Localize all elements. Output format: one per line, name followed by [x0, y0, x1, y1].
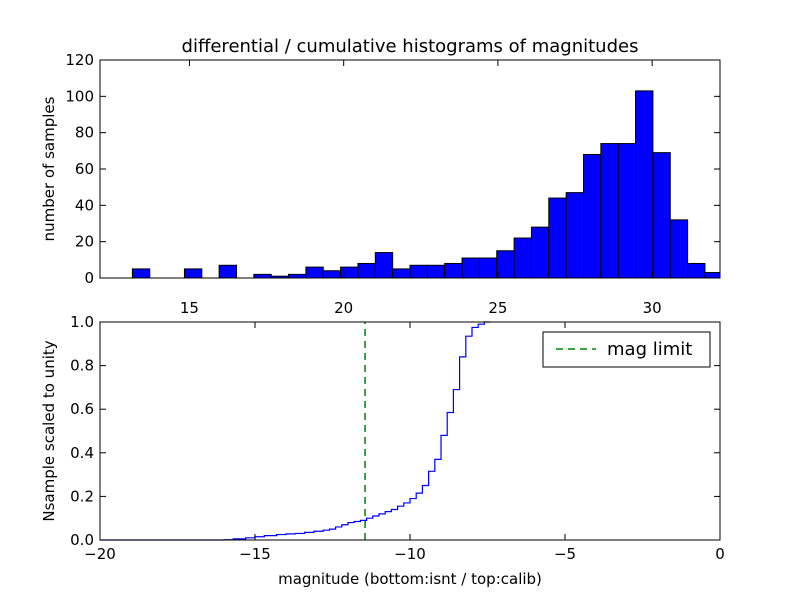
bottom-x-tick-label: −10: [394, 545, 426, 563]
histogram-bar: [131, 268, 151, 279]
bottom-cumulative-panel: 0.0 0.2 0.4 0.6 0.8 1.0 −20 −15 −10 −5 0 Nsample s…: [40, 313, 725, 588]
histogram-bar: [478, 257, 498, 279]
top-x-tick-label: 15: [180, 299, 199, 317]
top-chart-title: differential / cumulative histograms of …: [182, 36, 639, 57]
histogram-bar: [583, 153, 602, 279]
bottom-x-tick-label: −20: [84, 545, 116, 563]
histogram-bar: [288, 273, 307, 279]
top-bars: [131, 90, 721, 279]
histogram-bar: [183, 268, 203, 279]
bottom-y-tick-label: 1.0: [70, 313, 94, 331]
top-y-axis-label: number of samples: [40, 96, 58, 241]
bottom-lines: [100, 321, 491, 541]
histogram-bar: [496, 250, 515, 279]
bottom-y-tick-label: 0.0: [70, 531, 94, 549]
histogram-bar: [704, 272, 721, 279]
top-histogram-panel: differential / cumulative histograms of …: [40, 36, 721, 317]
histogram-bar: [253, 273, 272, 279]
histogram-bar: [305, 266, 324, 279]
histogram-bar: [548, 197, 567, 279]
histogram-bar: [652, 152, 671, 279]
histogram-bar: [600, 143, 619, 279]
bottom-x-tick-label: −5: [554, 545, 576, 563]
top-y-tick-label: 80: [75, 124, 94, 142]
bottom-x-tick-label: 0: [715, 545, 725, 563]
top-y-tick-label: 100: [65, 87, 94, 105]
legend-label-mag-limit: mag limit: [607, 339, 692, 360]
top-x-tick-label: 25: [488, 299, 507, 317]
histogram-bar: [635, 90, 654, 279]
histogram-bar: [687, 262, 706, 279]
bottom-ticks: 0.0 0.2 0.4 0.6 0.8 1.0 −20 −15 −10 −5 0: [70, 313, 725, 563]
histogram-bar: [617, 143, 637, 279]
histogram-bar: [374, 252, 394, 279]
histogram-bar: [669, 219, 689, 279]
top-y-tick-label: 0: [84, 269, 94, 287]
histogram-bar: [322, 270, 342, 279]
histogram-bar: [513, 237, 532, 279]
top-x-tick-label: 20: [334, 299, 353, 317]
top-x-tick-label: 30: [643, 299, 662, 317]
histogram-bar: [565, 192, 585, 279]
cumulative-step-line: [100, 321, 491, 541]
top-y-tick-label: 120: [65, 51, 94, 69]
histogram-bar: [444, 262, 463, 279]
top-y-tick-label: 20: [75, 233, 94, 251]
histogram-bar: [218, 264, 237, 279]
bottom-x-tick-label: −15: [239, 545, 271, 563]
histogram-bar: [392, 268, 411, 279]
bottom-y-tick-label: 0.8: [70, 357, 94, 375]
histogram-bar: [461, 257, 480, 279]
bottom-x-axis-label: magnitude (bottom:isnt / top:calib): [278, 570, 542, 588]
histogram-bar: [357, 262, 376, 279]
top-y-tick-label: 40: [75, 196, 94, 214]
legend: mag limit: [542, 331, 711, 368]
histogram-bar: [409, 264, 428, 279]
top-ticks: 0 20 40 60 80 100 120 15 20 25 30: [65, 51, 720, 317]
histogram-bar: [530, 226, 550, 279]
bottom-y-tick-label: 0.2: [70, 487, 94, 505]
bottom-y-axis-label: Nsample scaled to unity: [40, 340, 58, 521]
top-y-tick-label: 60: [75, 160, 94, 178]
histogram-bar: [426, 264, 446, 279]
bottom-y-tick-label: 0.6: [70, 400, 94, 418]
bottom-y-tick-label: 0.4: [70, 444, 94, 462]
